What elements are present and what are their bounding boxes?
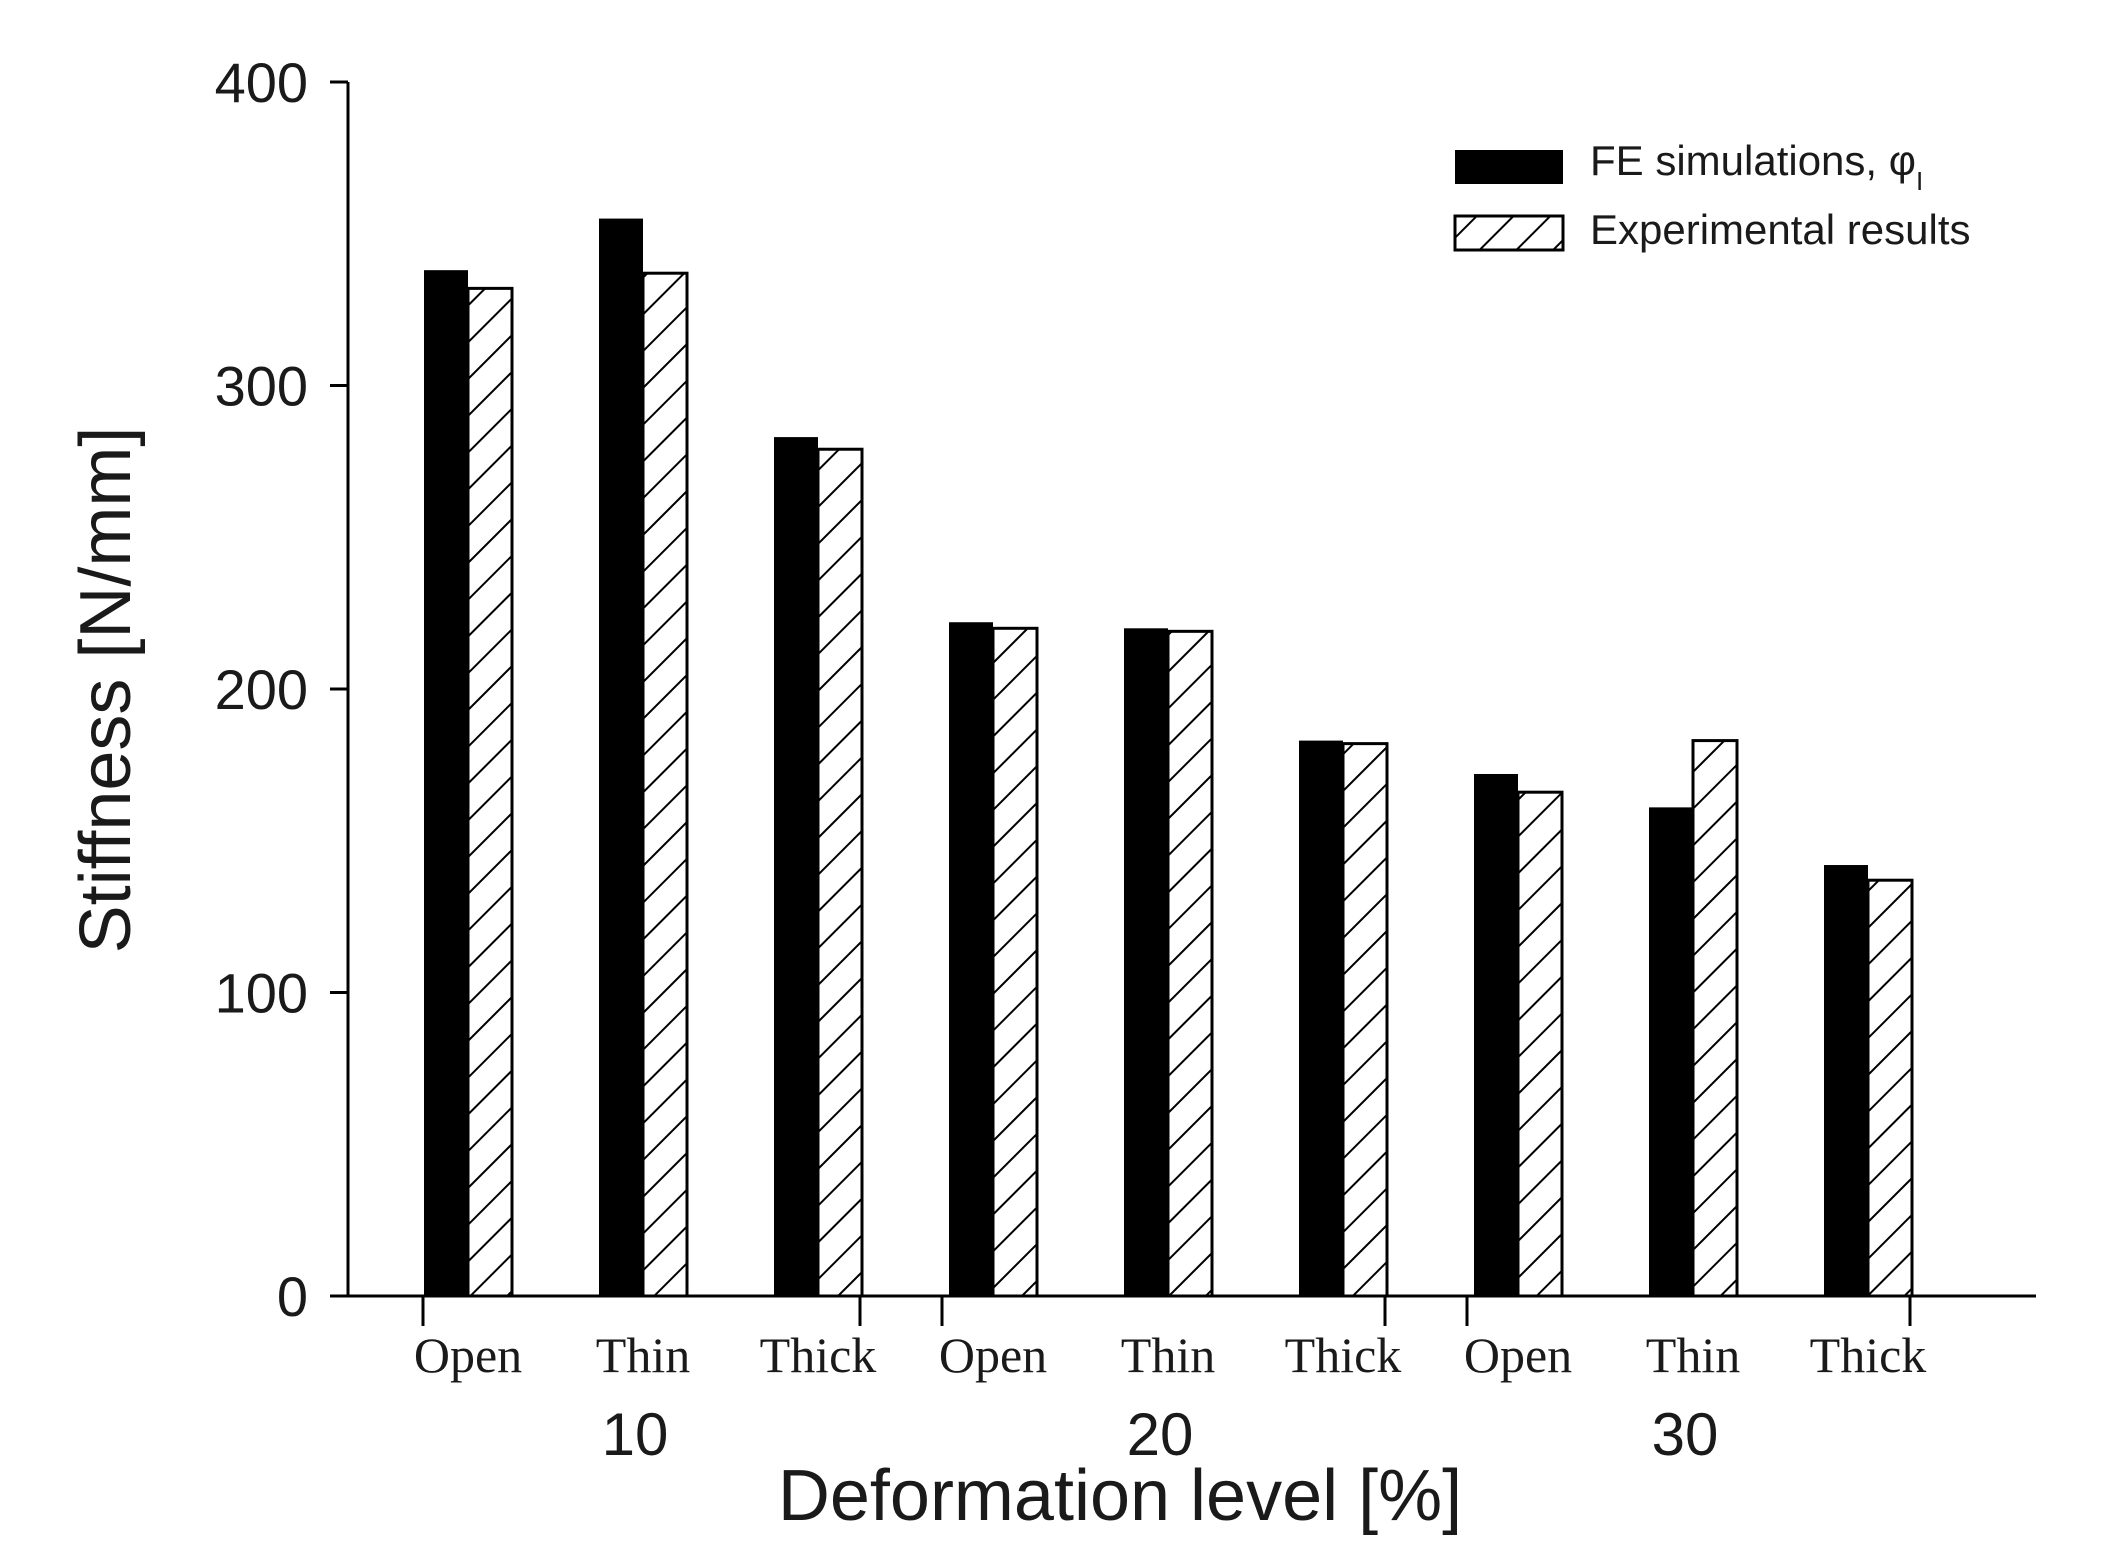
category-label: Thin (1121, 1327, 1215, 1383)
category-label: Thick (760, 1327, 877, 1383)
y-tick-label: 0 (277, 1265, 308, 1328)
y-tick-label: 100 (215, 962, 308, 1025)
y-axis-title: Stiffness [N/mm] (66, 427, 146, 954)
bar-fe-simulation (1299, 740, 1343, 1296)
bar-experimental (641, 271, 689, 1298)
bar-fe-simulation (424, 270, 468, 1296)
legend-subscript: I (1916, 166, 1923, 196)
bar-fe-simulation (774, 437, 818, 1297)
bar-experimental (1866, 878, 1914, 1298)
bar-experimental (991, 626, 1039, 1298)
axes: 0 100 200 300 400 (215, 51, 2036, 1328)
legend-swatch-experimental (1453, 214, 1565, 252)
bar-experimental (1166, 629, 1214, 1298)
bar-fe-simulation (1824, 865, 1868, 1296)
bar-fe-simulation (1649, 807, 1693, 1296)
legend-label-fe: FE simulations, φI (1590, 137, 1923, 196)
category-label: Thin (596, 1327, 690, 1383)
y-tick-label: 200 (215, 658, 308, 721)
bar-experimental (1516, 790, 1564, 1298)
bar-experimental (466, 286, 514, 1298)
legend-swatch-fe (1455, 150, 1563, 184)
category-label: Thin (1646, 1327, 1740, 1383)
category-label: Thick (1285, 1327, 1402, 1383)
bar-fe-simulation (1124, 628, 1168, 1296)
category-label: Open (414, 1327, 522, 1383)
bar-experimental (816, 447, 864, 1298)
group-label: 30 (1652, 1401, 1719, 1468)
bar-fe-simulation (599, 218, 643, 1297)
axis-labels: Open Thin Thick Open Thin Thick Open Thin Thick 1… (66, 427, 1926, 1536)
bars (424, 218, 1914, 1298)
bar-fe-simulation (949, 622, 993, 1296)
legend-label-experimental: Experimental results (1590, 206, 1970, 253)
bar-experimental (1341, 742, 1389, 1298)
category-label: Open (1464, 1327, 1572, 1383)
bar-fe-simulation (1474, 773, 1518, 1296)
group-label: 10 (602, 1401, 669, 1468)
y-tick-label: 400 (215, 51, 308, 114)
category-label: Open (939, 1327, 1047, 1383)
category-label: Thick (1810, 1327, 1927, 1383)
bar-experimental (1691, 739, 1739, 1298)
group-label: 20 (1127, 1401, 1194, 1468)
legend: FE simulations, φI Experimental results (1453, 137, 1970, 253)
y-tick-label: 300 (215, 355, 308, 418)
x-axis-title: Deformation level [%] (778, 1456, 1462, 1536)
